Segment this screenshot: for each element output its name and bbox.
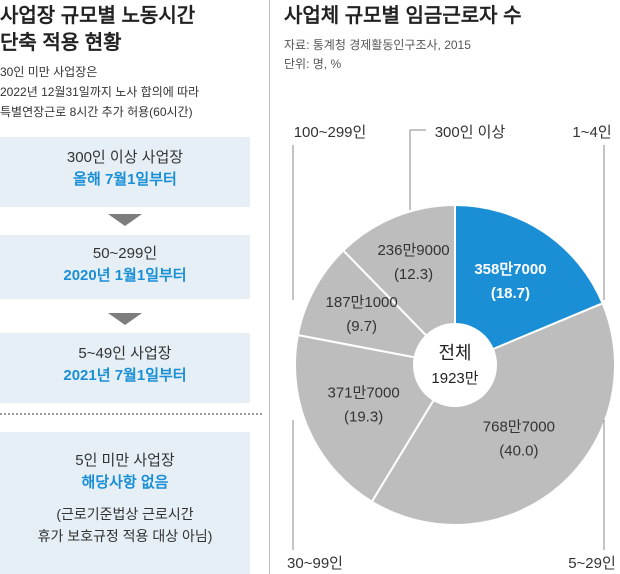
slice-name-300-plus: 300인 이상: [435, 124, 506, 141]
step-5-49: 5~49인 사업장 2021년 7월1일부터: [0, 333, 250, 403]
pie-total-value: 1923만: [431, 370, 478, 387]
step-300-plus: 300인 이상 사업장 올해 7월1일부터: [0, 137, 250, 207]
step-label: 5인 미만 사업장: [75, 452, 175, 469]
step-note: 휴가 보호규정 적용 대상 아님): [37, 528, 213, 544]
slice-name-30-99: 30~99인: [287, 555, 343, 572]
slice-name-100-299: 100~299인: [294, 124, 367, 141]
pie-percent-label-30-99: (19.3): [344, 409, 383, 426]
pie-slice-100-299: [296, 249, 458, 367]
chart-source: 자료: 통계청 경제활동인구조사, 2015 단위: 명, %: [284, 36, 471, 74]
pie-total-label: 전체: [438, 343, 471, 363]
pie-percent-label-5-29: (40.0): [499, 442, 538, 459]
pie-percent-label-300-plus: (12.3): [394, 266, 433, 283]
right-panel: 사업체 규모별 임금근로자 수 자료: 통계청 경제활동인구조사, 2015 단…: [278, 0, 620, 574]
left-title-line1: 사업장 규모별 노동시간: [0, 5, 196, 27]
step-date: 올해 7월1일부터: [73, 171, 177, 188]
pie-slice-1-4: [454, 203, 604, 367]
source-text: 자료: 통계청 경제활동인구조사, 2015: [284, 38, 471, 52]
down-arrow-icon: [108, 313, 142, 325]
unit-text: 단위: 명, %: [284, 57, 342, 71]
step-label: 50~299인: [92, 245, 158, 262]
step-date: 2021년 7월1일부터: [63, 367, 187, 384]
step-status: 해당사항 없음: [81, 474, 169, 491]
notes: 30인 미만 사업장은 2022년 12월31일까지 노사 합의에 따라 특별연…: [0, 62, 262, 122]
slice-name-1-4: 1~4인: [572, 124, 611, 141]
pie-slice-5-29: [370, 301, 616, 526]
step-date: 2020년 1월1일부터: [63, 267, 187, 284]
pie-percent-label-100-299: (9.7): [346, 318, 377, 335]
down-arrow-icon: [108, 214, 142, 226]
step-under-5: 5인 미만 사업장 해당사항 없음 (근로기준법상 근로시간 휴가 보호규정 적…: [0, 432, 250, 574]
pie-value-label-5-29: 768만7000: [483, 418, 555, 435]
pie-value-label-300-plus: 236만9000: [377, 242, 449, 259]
pie-center-hole: [413, 323, 497, 407]
pie-percent-label-1-4: (18.7): [491, 285, 530, 302]
left-title: 사업장 규모별 노동시간 단축 적용 현황: [0, 3, 262, 57]
chart-title: 사업체 규모별 임금근로자 수: [284, 5, 522, 27]
dotted-divider: [0, 413, 262, 415]
pie-value-label-100-299: 187만1000: [326, 294, 398, 311]
note-line: 2022년 12월31일까지 노사 합의에 따라: [0, 85, 200, 99]
slice-name-5-29: 5~29인: [568, 555, 616, 572]
pie-slice-300-plus: [341, 203, 456, 368]
step-note: (근로기준법상 근로시간: [56, 506, 194, 522]
step-label: 5~49인 사업장: [78, 345, 172, 362]
step-label: 300인 이상 사업장: [66, 149, 184, 166]
step-50-299: 50~299인 2020년 1월1일부터: [0, 235, 250, 299]
panel-divider: [269, 0, 270, 574]
left-title-line2: 단축 적용 현황: [0, 32, 122, 54]
note-line: 30인 미만 사업장은: [0, 65, 98, 79]
note-line: 특별연장근로 8시간 추가 허용(60시간): [0, 105, 193, 119]
left-panel: 사업장 규모별 노동시간 단축 적용 현황 30인 미만 사업장은 2022년 …: [0, 0, 262, 574]
pie-value-label-1-4: 358만7000: [474, 261, 546, 278]
pie-value-label-30-99: 371만7000: [328, 385, 400, 402]
